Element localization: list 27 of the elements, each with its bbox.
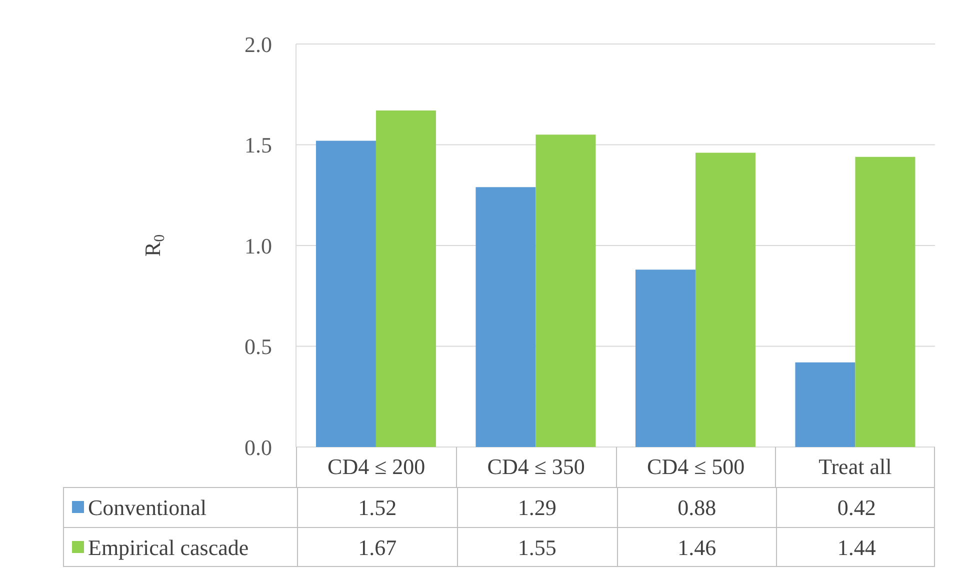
bar bbox=[476, 187, 536, 447]
y-tick-label: 1.5 bbox=[244, 132, 272, 158]
legend-label: Conventional bbox=[88, 494, 207, 522]
x-tick-label: Treat all bbox=[775, 447, 935, 487]
y-tick-label: 1.0 bbox=[244, 233, 272, 258]
data-label: 1.46 bbox=[616, 528, 776, 567]
bar bbox=[855, 156, 916, 447]
bar bbox=[795, 362, 856, 447]
bar bbox=[536, 134, 596, 447]
data-label: 0.88 bbox=[616, 488, 776, 527]
bar bbox=[316, 140, 376, 447]
bar bbox=[376, 110, 436, 447]
bar bbox=[695, 152, 756, 447]
x-tick-label: CD4 ≤ 200 bbox=[296, 447, 456, 487]
data-label: 1.44 bbox=[776, 528, 936, 567]
data-label: 1.67 bbox=[297, 528, 457, 567]
data-label: 1.52 bbox=[297, 488, 457, 527]
data-label: 1.55 bbox=[456, 528, 616, 567]
y-tick-label: 2.0 bbox=[244, 32, 272, 57]
data-label: 0.42 bbox=[776, 488, 936, 527]
data-label: 1.29 bbox=[456, 488, 616, 527]
y-tick-label: 0.0 bbox=[244, 434, 272, 460]
legend-label: Empirical cascade bbox=[88, 534, 249, 562]
x-tick-label: CD4 ≤ 500 bbox=[616, 447, 776, 487]
y-tick-label: 0.5 bbox=[244, 334, 272, 360]
bar bbox=[635, 270, 696, 447]
x-tick-label: CD4 ≤ 350 bbox=[456, 447, 616, 487]
